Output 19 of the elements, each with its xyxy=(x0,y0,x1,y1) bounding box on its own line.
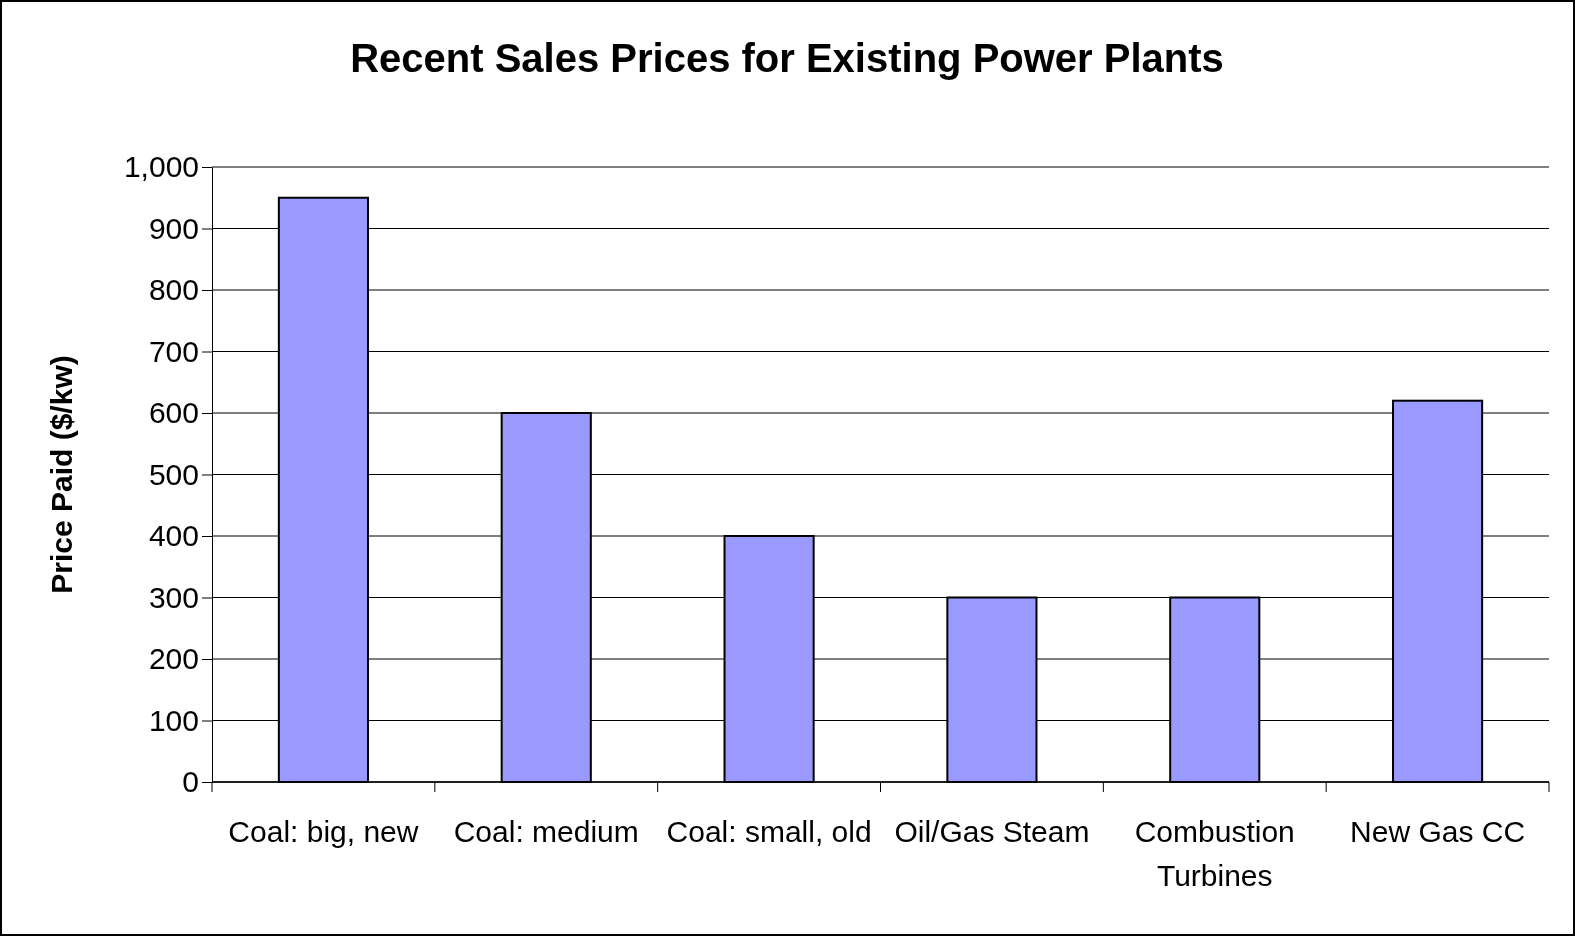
y-tick-label: 300 xyxy=(148,580,199,614)
y-tick-label: 500 xyxy=(148,457,199,491)
x-tick-label: Combustion Turbines xyxy=(1134,815,1295,892)
y-tick-label: 100 xyxy=(148,703,199,737)
y-tick-label: 1,000 xyxy=(123,150,199,184)
y-tick-label: 600 xyxy=(148,396,199,430)
x-tick-label: Coal: medium xyxy=(453,815,639,848)
y-tick-label: 400 xyxy=(148,519,199,553)
x-tick-label: New Gas CC xyxy=(1350,815,1526,848)
y-tick-label: 200 xyxy=(148,642,199,676)
y-tick-label: 900 xyxy=(148,211,199,245)
y-tick-label: 700 xyxy=(148,334,199,368)
x-tick-label: Coal: big, new xyxy=(228,815,419,848)
y-tick-label: 800 xyxy=(148,273,199,307)
y-tick-label: 0 xyxy=(182,765,199,799)
chart-title: Recent Sales Prices for Existing Power Plants xyxy=(350,36,1224,80)
x-tick-label: Oil/Gas Steam xyxy=(894,815,1090,848)
x-tick-label: Coal: small, old xyxy=(666,815,872,848)
y-axis-title: Price Paid ($/kw) xyxy=(45,355,78,594)
